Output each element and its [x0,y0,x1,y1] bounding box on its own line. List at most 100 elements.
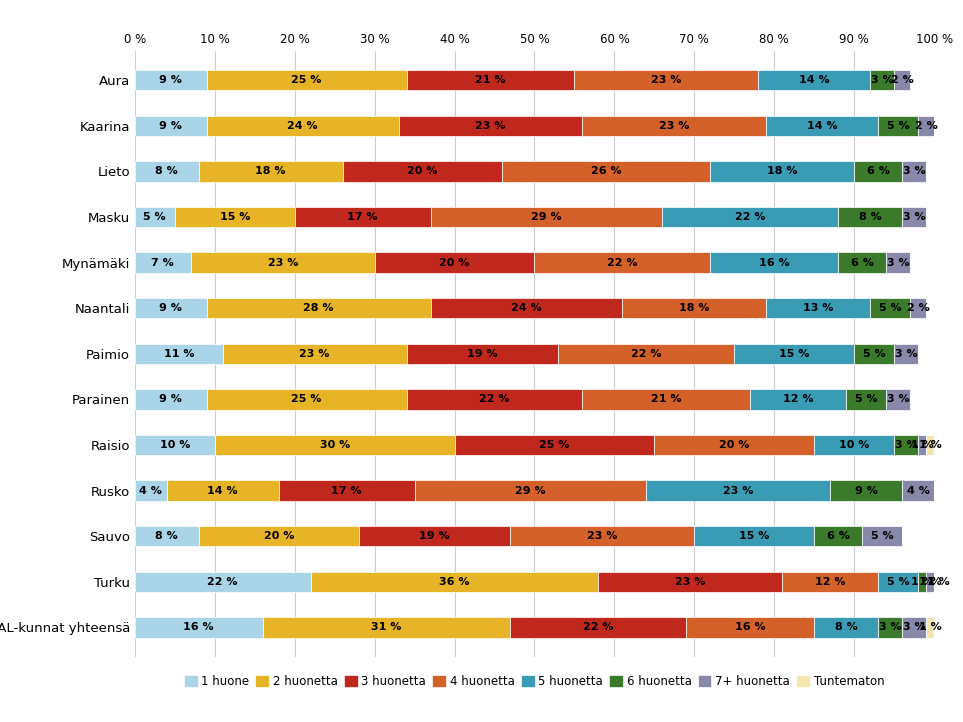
Text: 16 %: 16 % [735,622,766,632]
Bar [895,435,918,456]
Bar [895,344,918,364]
Bar [598,572,782,592]
Text: 18 %: 18 % [255,166,286,176]
Bar [198,526,358,547]
Text: 23 %: 23 % [651,75,682,85]
Text: 36 %: 36 % [439,577,470,587]
Text: 2 %: 2 % [907,303,929,313]
Bar [815,526,862,547]
Text: 19 %: 19 % [467,349,498,359]
Text: 4 %: 4 % [140,486,162,495]
Text: 16 %: 16 % [759,258,790,268]
Text: 20 %: 20 % [439,258,470,268]
Bar [207,116,399,136]
Text: 7 %: 7 % [151,258,174,268]
Text: 29 %: 29 % [515,486,546,495]
Text: 3 %: 3 % [895,440,918,450]
Text: 22 %: 22 % [735,212,766,222]
Text: 20 %: 20 % [407,166,438,176]
Bar [455,435,655,456]
Text: 9 %: 9 % [159,121,182,131]
Bar [135,161,198,182]
Bar [559,344,734,364]
Bar [135,116,207,136]
Text: 3 %: 3 % [887,394,909,404]
Text: 21 %: 21 % [651,394,682,404]
Text: 22 %: 22 % [480,394,509,404]
Text: 10 %: 10 % [160,440,190,450]
Text: 5 %: 5 % [887,121,909,131]
Text: 1 %: 1 % [926,577,950,587]
Bar [886,252,910,273]
Bar [782,572,878,592]
Bar [895,70,910,90]
Text: 8 %: 8 % [835,622,858,632]
Text: 18 %: 18 % [767,166,797,176]
Bar [663,206,838,227]
Bar [135,526,198,547]
Text: 4 %: 4 % [907,486,929,495]
Text: 3 %: 3 % [871,75,894,85]
Text: 15 %: 15 % [739,531,769,542]
Bar [830,480,902,501]
Bar [902,206,926,227]
Bar [135,572,311,592]
Text: 3 %: 3 % [903,212,925,222]
Text: 1 %: 1 % [919,622,942,632]
Bar [583,389,750,409]
Bar [583,116,767,136]
Text: 9 %: 9 % [159,394,182,404]
Bar [918,572,926,592]
Text: 30 %: 30 % [320,440,350,450]
Text: 23 %: 23 % [299,349,330,359]
Text: 23 %: 23 % [659,121,690,131]
Text: 1 %: 1 % [911,577,933,587]
Text: 18 %: 18 % [679,303,710,313]
Bar [918,116,934,136]
Text: 1 %: 1 % [911,440,933,450]
Text: 12 %: 12 % [783,394,814,404]
Bar [934,572,942,592]
Bar [574,70,758,90]
Text: 29 %: 29 % [532,212,561,222]
Text: 1 %: 1 % [919,440,942,450]
Text: 14 %: 14 % [807,121,838,131]
Text: 6 %: 6 % [827,531,849,542]
Text: 23 %: 23 % [268,258,298,268]
Text: 23 %: 23 % [587,531,617,542]
Bar [838,206,902,227]
Bar [534,252,711,273]
Text: 22 %: 22 % [584,622,613,632]
Bar [135,70,207,90]
Bar [655,435,814,456]
Legend: 1 huone, 2 huonetta, 3 huonetta, 4 huonetta, 5 huonetta, 6 huonetta, 7+ huonetta: 1 huone, 2 huonetta, 3 huonetta, 4 huone… [185,675,884,688]
Text: 5 %: 5 % [871,531,894,542]
Bar [135,298,207,318]
Bar [926,435,934,456]
Text: 20 %: 20 % [264,531,294,542]
Text: 3 %: 3 % [903,166,925,176]
Bar [711,161,854,182]
Text: 16 %: 16 % [183,622,214,632]
Bar [135,617,263,638]
Bar [878,116,918,136]
Bar [198,161,343,182]
Text: 15 %: 15 % [220,212,250,222]
Text: 21 %: 21 % [476,75,506,85]
Text: 25 %: 25 % [292,394,322,404]
Text: 3 %: 3 % [879,622,901,632]
Bar [215,435,455,456]
Bar [135,389,207,409]
Bar [343,161,503,182]
Bar [135,435,215,456]
Text: 9 %: 9 % [159,303,182,313]
Bar [503,161,711,182]
Text: 6 %: 6 % [867,166,890,176]
Bar [902,480,934,501]
Text: 9 %: 9 % [855,486,877,495]
Text: 23 %: 23 % [675,577,706,587]
Bar [135,252,191,273]
Text: 3 %: 3 % [903,622,925,632]
Bar [871,70,895,90]
Text: 19 %: 19 % [419,531,450,542]
